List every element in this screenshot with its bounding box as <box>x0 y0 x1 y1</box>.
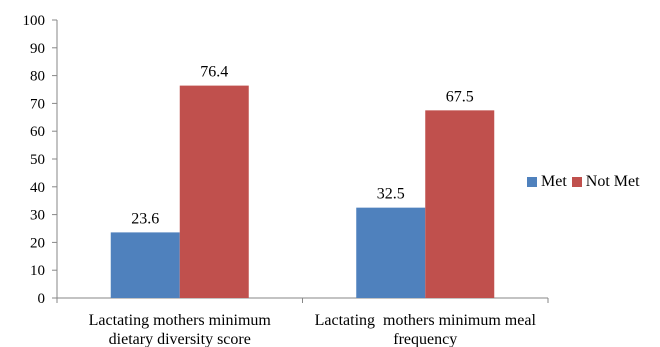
bar-met <box>356 207 426 298</box>
y-tick-label: 60 <box>30 124 45 140</box>
y-tick-label: 70 <box>30 96 45 112</box>
x-category-label: Lactating mothers minimum dietary diversi… <box>89 312 272 347</box>
bar-not-met <box>425 110 495 298</box>
data-label: 76.4 <box>200 64 228 81</box>
legend-item-not-met: Not Met <box>571 173 640 191</box>
x-category-label-line: Lactating mothers minimum meal <box>315 312 537 329</box>
y-tick-label: 80 <box>30 69 45 85</box>
data-label: 32.5 <box>377 186 405 203</box>
y-tick-label: 0 <box>38 291 46 307</box>
legend-item-met: Met <box>527 173 567 191</box>
chart-bars <box>110 85 495 298</box>
x-category-label-line: Lactating mothers minimum <box>89 312 272 329</box>
x-axis-categories: Lactating mothers minimum dietary diversi… <box>89 312 537 347</box>
data-label: 23.6 <box>131 210 159 227</box>
x-category-label-line: frequency <box>393 331 457 347</box>
y-axis-ticks: 0 10 20 30 40 50 60 70 80 90 100 <box>23 13 57 307</box>
x-category-label-line: dietary diversity score <box>109 331 251 347</box>
y-tick-label: 10 <box>30 263 45 279</box>
data-labels: 23.6 76.4 32.5 67.5 <box>131 64 474 228</box>
data-label: 67.5 <box>446 88 474 105</box>
legend-swatch-not-met <box>571 177 582 187</box>
y-tick-label: 90 <box>30 41 45 57</box>
legend-label-not-met: Not Met <box>585 173 640 190</box>
chart-legend: Met Not Met <box>527 173 645 191</box>
bar-met <box>110 232 180 298</box>
x-category-label: Lactating mothers minimum meal frequency <box>315 312 537 347</box>
legend-label-met: Met <box>541 173 567 190</box>
y-tick-label: 100 <box>23 13 46 29</box>
y-tick-label: 20 <box>30 235 45 251</box>
y-tick-label: 30 <box>30 208 45 224</box>
y-tick-label: 40 <box>30 180 45 196</box>
y-tick-label: 50 <box>30 152 45 168</box>
legend-swatch-met <box>527 177 537 187</box>
bar-not-met <box>179 85 249 298</box>
